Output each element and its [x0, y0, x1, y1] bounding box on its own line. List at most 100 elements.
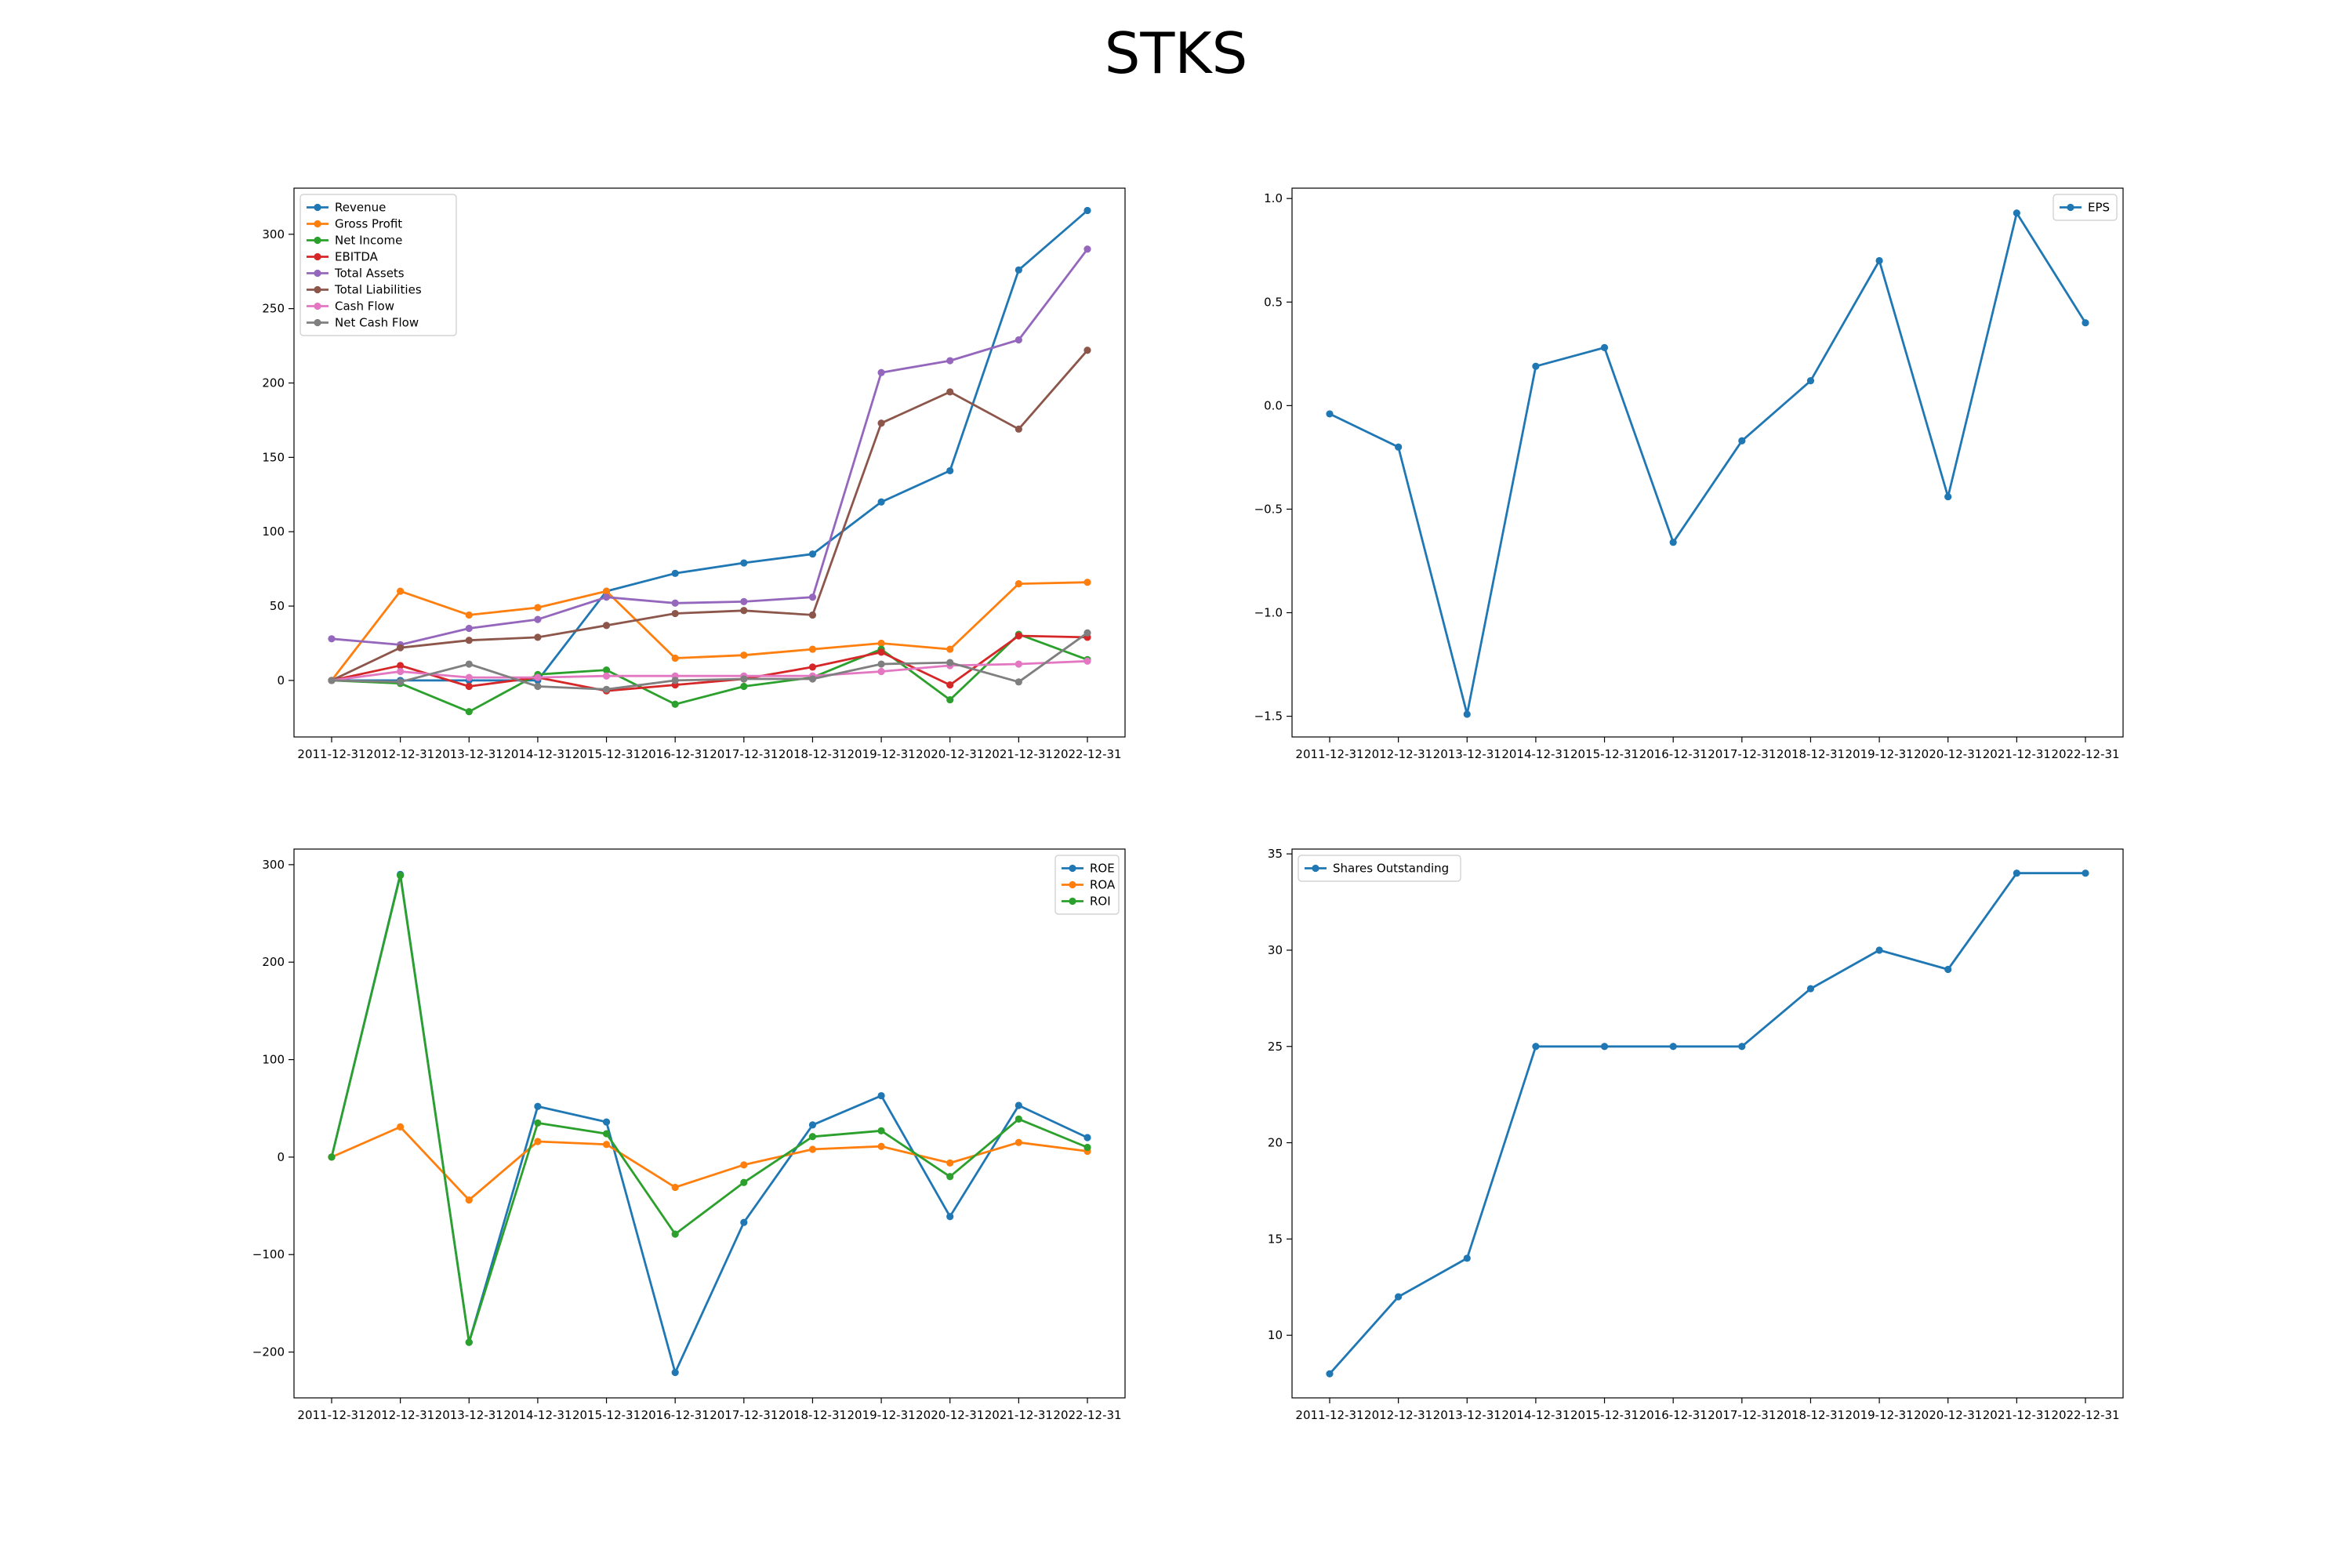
y-tick-label: 0 [277, 1150, 285, 1164]
revenue-point [1014, 266, 1022, 274]
x-tick-label: 2014-12-31 [1501, 747, 1570, 761]
x-tick-label: 2016-12-31 [641, 747, 710, 761]
total-assets-point [328, 635, 336, 643]
roe-point [1083, 1134, 1091, 1142]
ebitda-point [465, 682, 473, 691]
total-liabilities-point [465, 637, 473, 644]
x-tick-label: 2012-12-31 [1364, 1408, 1432, 1422]
net-cash-flow-point [602, 685, 611, 693]
returns-chart: 2011-12-31 2012-12-31 2013-12-31 2014-12-31… [252, 848, 1126, 1422]
legend-label: Net Income [335, 234, 402, 248]
plot-area [293, 848, 1126, 1399]
x-tick-label: 2018-12-31 [1777, 747, 1845, 761]
legend-marker [1069, 880, 1076, 889]
y-tick-label: 10 [1268, 1328, 1283, 1342]
roe-point [946, 1213, 954, 1221]
shares-outstanding-point [1875, 946, 1883, 954]
cash-flow-point [397, 667, 405, 676]
roa-point [534, 1138, 542, 1145]
eps-series [1326, 209, 2089, 718]
eps-point [2013, 209, 2020, 217]
y-tick-label: 300 [262, 227, 285, 241]
net-cash-flow-line [331, 632, 1088, 691]
total-assets-point [808, 593, 817, 601]
legend-marker [314, 203, 321, 212]
total-liabilities-series [328, 347, 1091, 684]
eps-point [2082, 319, 2089, 327]
roa-point [740, 1161, 748, 1169]
revenue-line [332, 209, 1088, 682]
x-tick-label: 2016-12-31 [641, 1408, 710, 1422]
ebitda-point [397, 662, 405, 670]
roa-point [877, 1142, 885, 1150]
cash-flow-point [602, 672, 611, 680]
x-tick-label: 2021-12-31 [1983, 747, 2051, 761]
net-income-point [671, 700, 679, 708]
roi-point [602, 1130, 611, 1138]
legend-marker [1069, 864, 1076, 873]
revenue-point [740, 559, 748, 567]
net-cash-flow-point [671, 677, 679, 684]
x-tick-label: 2019-12-31 [1845, 747, 1913, 761]
legend: EPS [2053, 194, 2118, 221]
x-tick-label: 2015-12-31 [1570, 747, 1639, 761]
eps-point [1600, 343, 1609, 351]
legend-marker [314, 318, 321, 327]
total-liabilities-line [331, 349, 1089, 682]
x-tick-label: 2021-12-31 [985, 747, 1053, 761]
x-tick-label: 2019-12-31 [847, 747, 915, 761]
legend: Revenue Gross Profit Net Income EBITDA Total… [299, 194, 457, 336]
y-tick-label: 300 [262, 858, 285, 872]
roi-point [1014, 1115, 1022, 1123]
eps-point [1395, 443, 1403, 451]
x-tick-label: 2021-12-31 [985, 1408, 1053, 1422]
gross-profit-point [808, 645, 817, 653]
x-tick-label: 2012-12-31 [366, 747, 434, 761]
shares-outstanding-point [1944, 965, 1952, 974]
x-tick-label: 2014-12-31 [503, 1408, 572, 1422]
roi-series [328, 871, 1091, 1346]
revenue-point [877, 498, 885, 506]
shares-outstanding-chart: 2011-12-31 2012-12-31 2013-12-31 2014-12-31… [1268, 847, 2124, 1422]
x-tick-label: 2017-12-31 [1708, 1408, 1776, 1422]
net-cash-flow-point [328, 677, 336, 684]
plot-area [1291, 187, 2124, 738]
roi-point [328, 1153, 336, 1161]
y-tick-label: 20 [1268, 1136, 1283, 1150]
net-cash-flow-point [465, 660, 473, 668]
total-assets-point [534, 615, 542, 623]
total-assets-point [1014, 336, 1022, 344]
roa-line [331, 1126, 1088, 1201]
x-tick-label: 2014-12-31 [1501, 1408, 1570, 1422]
gross-profit-series [328, 579, 1091, 684]
y-tick-label: −0.5 [1254, 502, 1283, 516]
total-assets-point [1083, 245, 1091, 253]
total-assets-point [465, 624, 473, 633]
eps-line [1329, 212, 2087, 716]
cash-flow-point [534, 673, 542, 681]
shares-outstanding-line [1328, 872, 2085, 1375]
net-income-point [602, 666, 611, 674]
legend: ROE ROA ROI [1054, 855, 1120, 915]
roi-point [534, 1119, 542, 1127]
roa-point [602, 1141, 611, 1149]
roe-point [877, 1091, 885, 1100]
x-tick-label: 2015-12-31 [572, 1408, 641, 1422]
roi-line [330, 874, 1088, 1344]
x-tick-label: 2020-12-31 [916, 1408, 984, 1422]
roi-point [946, 1173, 954, 1181]
y-tick-label: 1.0 [1264, 191, 1283, 205]
y-tick-label: 25 [1268, 1040, 1283, 1054]
net-cash-flow-point [534, 682, 542, 691]
total-liabilities-point [1014, 425, 1022, 433]
roe-point [1014, 1102, 1022, 1109]
x-tick-label: 2011-12-31 [297, 747, 365, 761]
eps-point [1944, 492, 1952, 501]
roi-point [740, 1178, 748, 1186]
x-tick-label: 2013-12-31 [435, 747, 503, 761]
roe-point [740, 1218, 748, 1226]
y-tick-label: −1.5 [1254, 710, 1283, 724]
total-assets-line [331, 248, 1089, 646]
eps-point [1738, 437, 1746, 445]
